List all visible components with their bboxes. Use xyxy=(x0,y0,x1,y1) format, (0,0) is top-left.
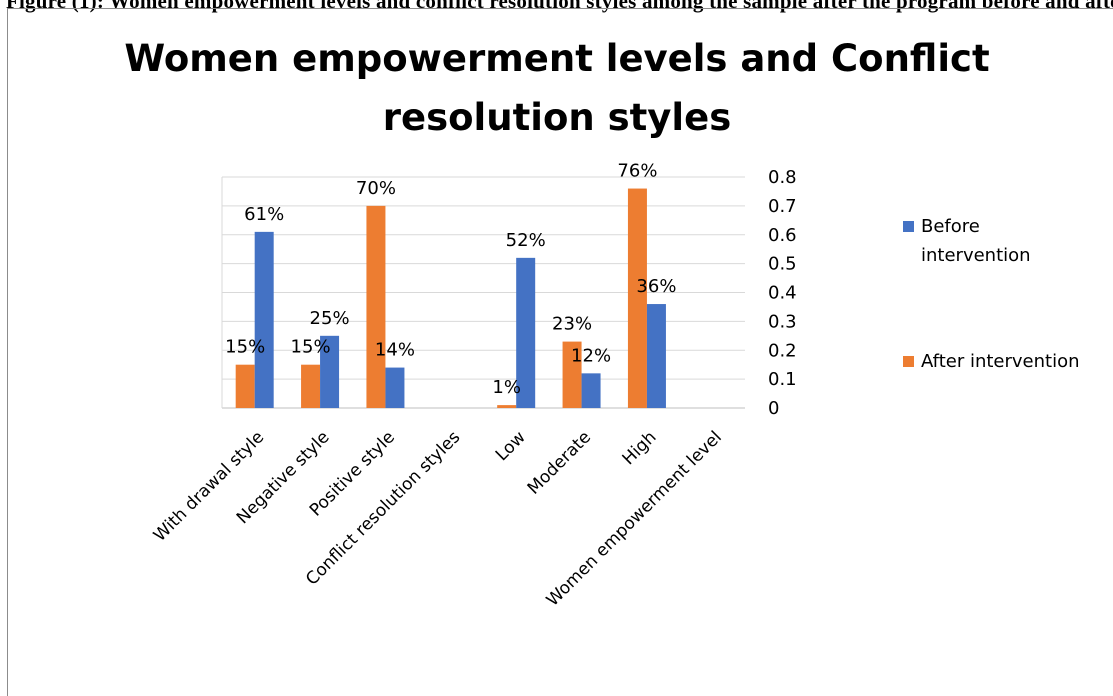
figure-caption: Figure (1): Women empowerment levels and… xyxy=(6,0,1113,13)
legend: Before intervention After intervention xyxy=(903,216,1080,372)
legend-label-before-intervention: intervention xyxy=(921,245,1031,266)
y-tick-label: 0 xyxy=(768,398,779,419)
data-label-after-intervention-positive-style: 70% xyxy=(356,178,396,199)
bar-before-intervention-high xyxy=(646,304,666,408)
bar-after-intervention-low xyxy=(497,405,517,408)
data-label-after-intervention-with-drawal-style: 15% xyxy=(225,337,265,358)
y-tick-label: 0.7 xyxy=(768,196,797,217)
data-label-after-intervention-moderate: 23% xyxy=(552,314,592,335)
data-label-before-intervention-low: 52% xyxy=(506,230,546,251)
data-label-before-intervention-moderate: 12% xyxy=(571,345,611,366)
y-tick-label: 0.3 xyxy=(768,311,797,332)
bar-after-intervention-negative-style xyxy=(301,364,321,408)
bar-before-intervention-moderate xyxy=(581,373,601,408)
bar-before-intervention-with-drawal-style xyxy=(254,231,274,408)
bar-after-intervention-positive-style xyxy=(366,205,386,408)
category-label-moderate: Moderate xyxy=(524,427,595,498)
data-label-before-intervention-with-drawal-style: 61% xyxy=(244,204,284,225)
bar-after-intervention-with-drawal-style xyxy=(235,364,255,408)
data-label-after-intervention-negative-style: 15% xyxy=(291,337,331,358)
data-label-after-intervention-low: 1% xyxy=(492,377,521,398)
bar-after-intervention-moderate xyxy=(562,341,582,408)
y-tick-label: 0.4 xyxy=(768,283,797,304)
data-labels: 15% 61% 15% 25% 70% 14% 1% 52% 23% 12% 76% 36% xyxy=(225,161,676,399)
y-tick-label: 0.6 xyxy=(768,225,797,246)
y-tick-label: 0.1 xyxy=(768,369,797,390)
y-tick-label: 0.8 xyxy=(768,167,797,188)
bars xyxy=(235,188,666,408)
data-label-before-intervention-negative-style: 25% xyxy=(310,308,350,329)
bar-after-intervention-high xyxy=(627,188,647,408)
data-label-after-intervention-high: 76% xyxy=(617,161,657,182)
chart-title-line: resolution styles xyxy=(383,96,731,139)
bar-before-intervention-negative-style xyxy=(320,335,340,408)
bar-before-intervention-low xyxy=(516,257,536,408)
chart-title: Women empowerment levels and Conflict res… xyxy=(124,37,989,139)
legend-label-after-intervention: After intervention xyxy=(921,351,1080,372)
data-label-before-intervention-positive-style: 14% xyxy=(375,340,415,361)
figure-caption-strip: Figure (1): Women empowerment levels and… xyxy=(0,0,1113,14)
y-tick-label: 0.5 xyxy=(768,254,797,275)
legend-swatch-after-intervention xyxy=(903,356,914,367)
legend-swatch-before-intervention xyxy=(903,221,914,232)
chart-frame xyxy=(7,8,1113,696)
legend-label-before-intervention: Before xyxy=(921,216,980,237)
y-axis-ticks: 0 0.1 0.2 0.3 0.4 0.5 0.6 0.7 0.8 xyxy=(768,167,797,419)
chart-title-line: Women empowerment levels and Conflict xyxy=(124,37,989,80)
category-label-with-drawal-style: With drawal style xyxy=(150,427,268,545)
category-label-high: High xyxy=(619,427,661,469)
y-tick-label: 0.2 xyxy=(768,340,797,361)
category-label-low: Low xyxy=(492,427,530,465)
data-label-before-intervention-high: 36% xyxy=(636,276,676,297)
bar-before-intervention-positive-style xyxy=(385,367,405,408)
